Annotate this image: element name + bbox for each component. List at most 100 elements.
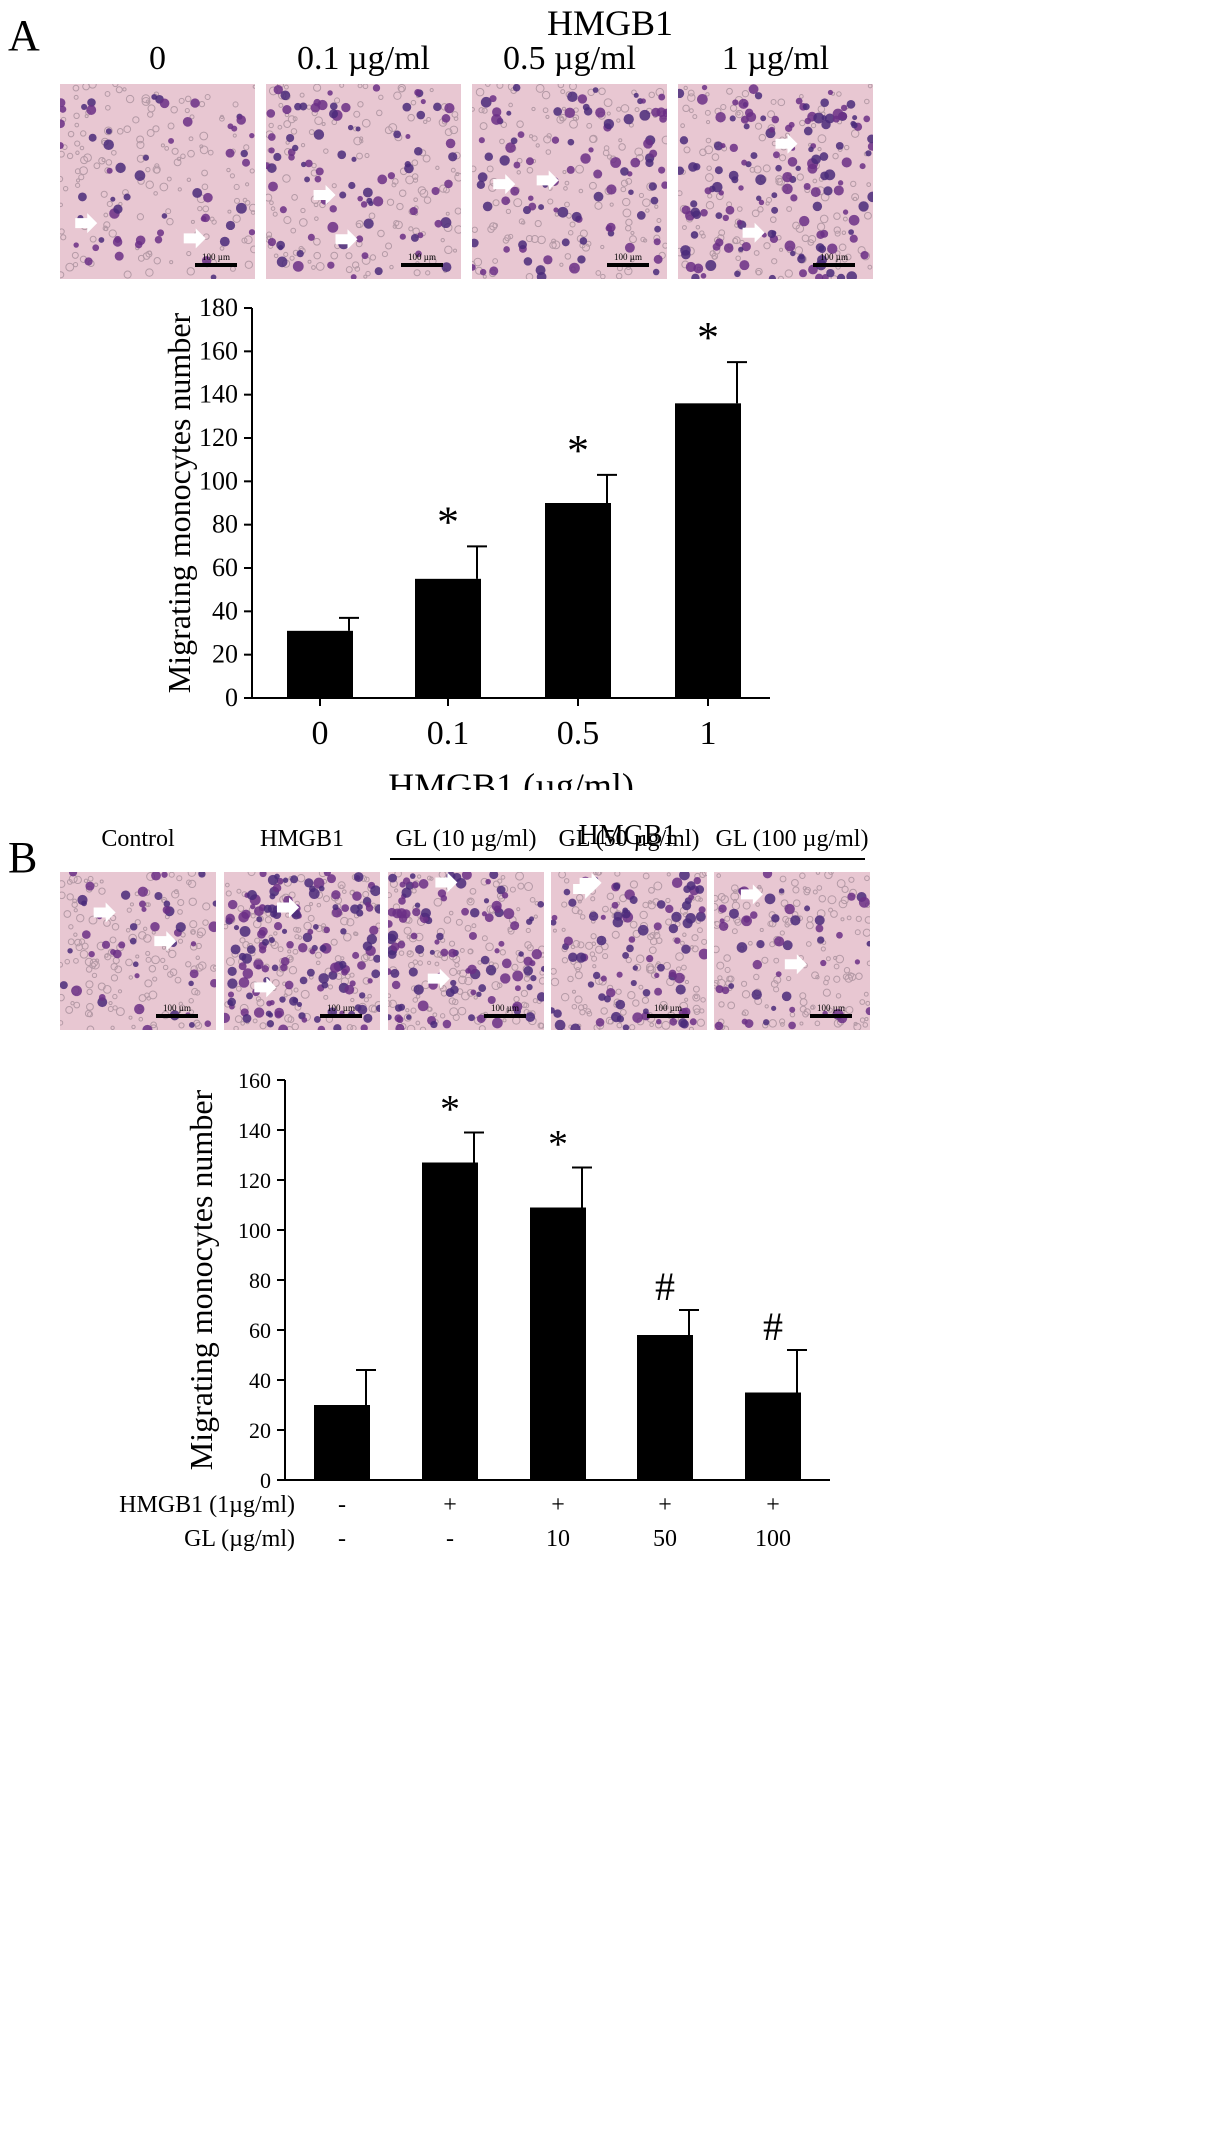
bar <box>637 1335 693 1480</box>
y-tick-label: 140 <box>238 1118 271 1143</box>
panel-a-letter: A <box>8 11 40 60</box>
condition-value: + <box>551 1492 565 1518</box>
micrograph-label: GL (100 µg/ml) <box>715 826 869 852</box>
micrograph-image: 100 µm <box>224 872 380 1030</box>
y-tick-label: 120 <box>238 1168 271 1193</box>
micrograph-label: HMGB1 <box>259 826 344 852</box>
chart-a: 0 20 40 60 80 100 120 140 160 180 0 * 0.1 * 0.5 * 1 Migra… <box>161 293 770 790</box>
condition-value: + <box>766 1492 780 1518</box>
y-tick-label: 120 <box>199 423 238 452</box>
condition-value: 100 <box>755 1526 791 1552</box>
panel-a-group-label: HMGB1 <box>546 3 674 43</box>
white-arrow-icon <box>740 884 763 905</box>
bar <box>287 630 353 698</box>
micrograph-image: 100 µm <box>472 84 667 279</box>
white-arrow-icon <box>75 213 98 234</box>
micrograph-label: 0.1 µg/ml <box>297 40 430 77</box>
condition-value: + <box>658 1492 672 1518</box>
micrograph-image: 100 µm <box>678 84 873 279</box>
bar <box>545 503 611 698</box>
y-tick-label: 160 <box>238 1068 271 1093</box>
bar <box>745 1392 801 1480</box>
significance-mark: # <box>763 1304 783 1349</box>
white-arrow-icon <box>254 977 277 998</box>
scale-bar-label: 100 µm <box>202 252 230 262</box>
x-axis-label: HMGB1 (µg/ml) <box>388 766 634 790</box>
panel-b-group-label: HMGB1 <box>578 820 677 851</box>
white-arrow-icon <box>742 222 765 243</box>
micrograph-label: 0.5 µg/ml <box>503 40 636 77</box>
micrograph-label: 1 µg/ml <box>721 40 830 77</box>
micrograph-image: 100 µm <box>60 872 216 1030</box>
white-arrow-icon <box>784 954 807 975</box>
white-arrow-icon <box>277 897 300 918</box>
white-arrow-icon <box>335 229 358 250</box>
micrograph-image: 100 µm <box>60 84 255 279</box>
y-tick-label: 20 <box>212 640 238 669</box>
y-tick-label: 40 <box>249 1368 271 1393</box>
y-tick-label: 100 <box>199 466 238 495</box>
micrograph-label: Control <box>101 826 175 852</box>
micrograph-image: 100 µm <box>266 84 461 279</box>
white-arrow-icon <box>93 902 116 923</box>
micrograph-label: GL (50 µg/ml) <box>558 826 700 852</box>
micrograph-image: 100 µm <box>714 872 870 1030</box>
significance-mark: * <box>697 313 719 362</box>
white-arrow-icon <box>427 968 450 989</box>
y-tick-label: 0 <box>225 683 238 712</box>
condition-value: - <box>446 1526 454 1552</box>
chart-b: 0 20 40 60 80 100 120 140 160 * * # # Migrating monoc… <box>119 1068 830 1552</box>
y-axis-label: Migrating monocytes number <box>183 1089 219 1470</box>
y-tick-label: 80 <box>212 510 238 539</box>
condition-row-label: HMGB1 (1µg/ml) <box>119 1492 295 1518</box>
micrograph-label: GL (10 µg/ml) <box>395 826 537 852</box>
y-tick-label: 80 <box>249 1268 271 1293</box>
white-arrow-icon <box>573 878 596 899</box>
scale-bar-label: 100 µm <box>408 252 436 262</box>
bar <box>422 1162 478 1480</box>
significance-mark: * <box>440 1087 460 1132</box>
micrograph-label: 0 <box>149 40 166 77</box>
y-axis-label: Migrating monocytes number <box>161 312 197 693</box>
y-tick-label: 60 <box>249 1318 271 1343</box>
x-tick-label: 0.5 <box>557 715 600 752</box>
condition-value: - <box>338 1526 346 1552</box>
y-tick-label: 160 <box>199 336 238 365</box>
white-arrow-icon <box>775 133 798 154</box>
significance-mark: * <box>548 1122 568 1167</box>
bar <box>530 1207 586 1480</box>
y-tick-label: 140 <box>199 380 238 409</box>
bar <box>415 578 481 698</box>
white-arrow-icon <box>313 184 336 205</box>
micrograph-image: 100 µm <box>551 872 707 1030</box>
white-arrow-icon <box>435 872 458 893</box>
white-arrow-icon <box>154 931 177 952</box>
y-tick-label: 100 <box>238 1218 271 1243</box>
scale-bar-label: 100 µm <box>817 1003 845 1013</box>
white-arrow-icon <box>493 174 516 195</box>
x-tick-label: 0.1 <box>427 715 470 752</box>
panel-b-letter: B <box>8 833 38 882</box>
condition-value: - <box>338 1492 346 1518</box>
scale-bar-label: 100 µm <box>654 1003 682 1013</box>
y-tick-label: 40 <box>212 596 238 625</box>
y-tick-label: 180 <box>199 293 238 322</box>
bar <box>675 403 741 698</box>
white-arrow-icon <box>183 228 206 249</box>
condition-value: 10 <box>546 1526 570 1552</box>
y-tick-label: 60 <box>212 553 238 582</box>
x-tick-label: 0 <box>312 715 329 752</box>
x-tick-label: 1 <box>700 715 717 752</box>
scale-bar-label: 100 µm <box>327 1003 355 1013</box>
y-tick-label: 20 <box>249 1418 271 1443</box>
bar <box>314 1405 370 1480</box>
white-arrow-icon <box>536 170 559 191</box>
scale-bar-label: 100 µm <box>820 252 848 262</box>
scale-bar-label: 100 µm <box>614 252 642 262</box>
micrograph-image: 100 µm <box>388 872 544 1030</box>
panel-b-group-line <box>390 858 865 860</box>
significance-mark: # <box>655 1264 675 1309</box>
condition-value: + <box>443 1492 457 1518</box>
scale-bar-label: 100 µm <box>163 1003 191 1013</box>
scale-bar-label: 100 µm <box>491 1003 519 1013</box>
